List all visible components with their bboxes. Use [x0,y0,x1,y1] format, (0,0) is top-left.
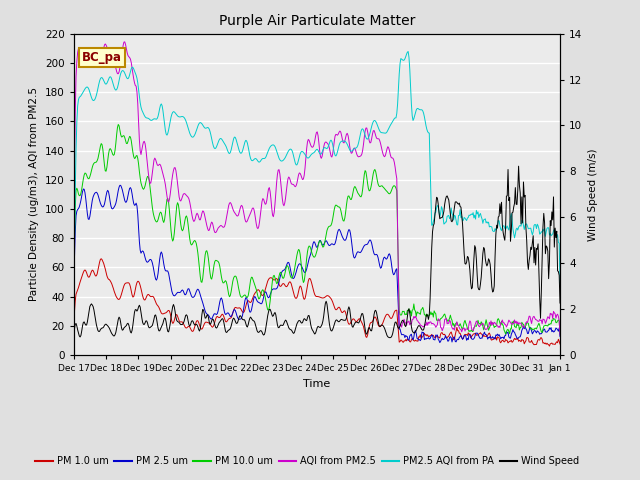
Legend: PM 1.0 um, PM 2.5 um, PM 10.0 um, AQI from PM2.5, PM2.5 AQI from PA, Wind Speed: PM 1.0 um, PM 2.5 um, PM 10.0 um, AQI fr… [31,453,583,470]
Title: Purple Air Particulate Matter: Purple Air Particulate Matter [219,14,415,28]
Y-axis label: Particle Density (ug/m3), AQI from PM2.5: Particle Density (ug/m3), AQI from PM2.5 [29,87,39,301]
Text: BC_pa: BC_pa [83,51,122,64]
Y-axis label: Wind Speed (m/s): Wind Speed (m/s) [588,148,598,240]
X-axis label: Time: Time [303,379,330,389]
